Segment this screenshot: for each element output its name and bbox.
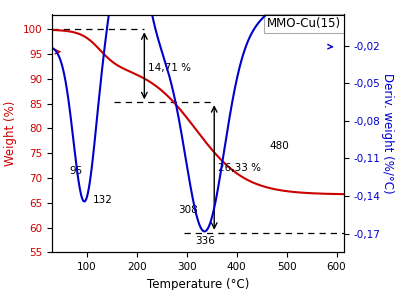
- Text: 26,33 %: 26,33 %: [218, 163, 261, 173]
- Y-axis label: Deriv. weight (%/°C): Deriv. weight (%/°C): [382, 73, 394, 194]
- Text: 132: 132: [93, 195, 113, 205]
- Text: 95: 95: [69, 166, 82, 175]
- Text: MMO-Cu(15): MMO-Cu(15): [267, 17, 341, 30]
- X-axis label: Temperature (°C): Temperature (°C): [147, 278, 249, 290]
- Text: 336: 336: [195, 236, 215, 246]
- Text: 14,71 %: 14,71 %: [148, 63, 191, 72]
- Text: 480: 480: [269, 141, 289, 151]
- Y-axis label: Weight (%): Weight (%): [4, 101, 17, 166]
- Text: 308: 308: [178, 205, 198, 215]
